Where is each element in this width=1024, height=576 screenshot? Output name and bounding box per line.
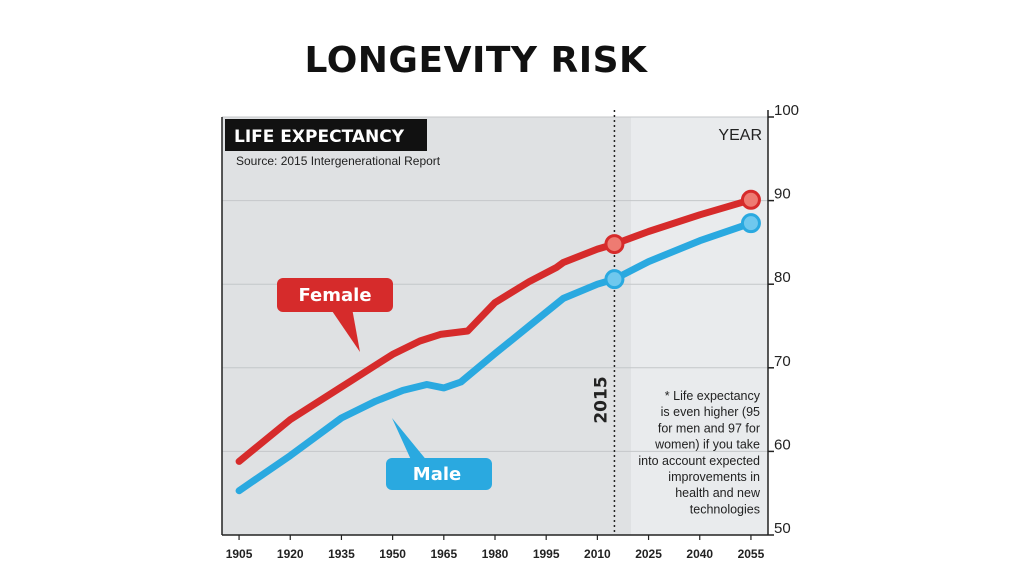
annotation-line: * Life expectancy xyxy=(665,389,761,403)
series-marker-female xyxy=(740,189,761,210)
annotation-line: is even higher (95 xyxy=(661,405,760,419)
chart-title-box xyxy=(225,119,427,151)
chart-title: LIFE EXPECTANCY xyxy=(234,127,405,147)
x-tick-label: 1980 xyxy=(482,547,509,561)
x-tick-label: 1965 xyxy=(430,547,457,561)
female-badge: Female xyxy=(277,278,393,352)
x-tick-label: 1995 xyxy=(533,547,560,561)
plot-panel-future xyxy=(631,117,768,535)
annotation-line: women) if you take xyxy=(654,438,760,452)
series-marker-male xyxy=(740,213,761,234)
annotation-line: into account expected xyxy=(638,454,760,468)
annotation-line: technologies xyxy=(690,502,760,516)
series-marker-male xyxy=(604,269,625,290)
x-tick-label: 1905 xyxy=(226,547,253,561)
male-badge-pointer xyxy=(392,418,428,462)
female-badge-label: Female xyxy=(298,285,371,306)
annotation-note: * Life expectancy is even higher (95 for m… xyxy=(638,389,761,516)
y-tick-label: 70 xyxy=(774,353,791,370)
series-marker-female xyxy=(604,234,625,255)
male-badge-box xyxy=(386,458,492,490)
female-badge-box xyxy=(277,278,393,312)
x-tick-label: 1950 xyxy=(379,547,406,561)
slide-title: LONGEVITY RISK xyxy=(304,40,648,81)
series-line-female xyxy=(235,196,755,465)
annotation-line: health and new xyxy=(675,486,761,500)
x-tick-label: 1935 xyxy=(328,547,355,561)
x-tick-label: 2055 xyxy=(738,547,765,561)
chart-subtitle: Source: 2015 Intergenerational Report xyxy=(236,154,441,168)
y-tick-label: 80 xyxy=(774,269,791,286)
y-tick-label: 100 xyxy=(774,102,799,119)
y-axis-label: YEAR xyxy=(718,127,762,144)
female-badge-pointer xyxy=(330,308,360,352)
x-tick-label: 1920 xyxy=(277,547,304,561)
x-tick-label: 2040 xyxy=(686,547,713,561)
male-badge-label: Male xyxy=(413,464,461,485)
x-tick-label: 2010 xyxy=(584,547,611,561)
annotation-line: for men and 97 for xyxy=(658,421,760,435)
y-tick-label: 90 xyxy=(774,186,791,203)
x-tick-label: 2025 xyxy=(635,547,662,561)
annotation-line: improvements in xyxy=(668,470,760,484)
series-line-male xyxy=(235,219,755,495)
y-tick-label: 60 xyxy=(774,436,791,453)
male-badge: Male xyxy=(386,418,492,490)
y-tick-label: 50 xyxy=(774,520,791,537)
divider-2015-label: 2015 xyxy=(591,376,611,423)
